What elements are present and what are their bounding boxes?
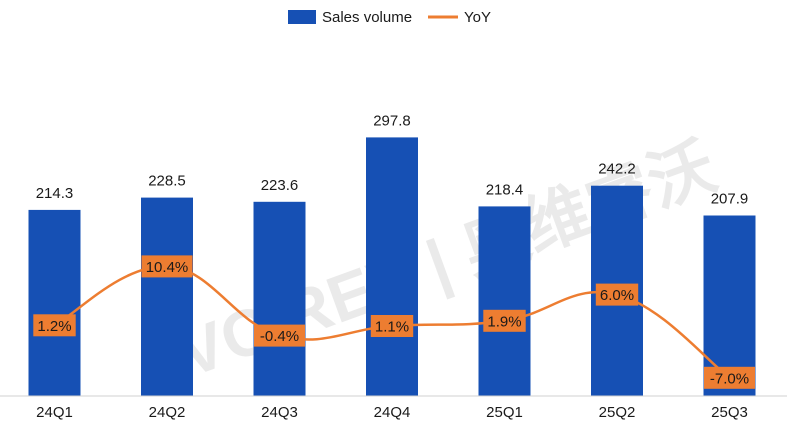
bar-value-label-24q1: 214.3 bbox=[36, 185, 74, 202]
bar-25q1 bbox=[478, 206, 531, 396]
yoy-label-box-25q3 bbox=[704, 366, 755, 389]
yoy-label-25q1: 1.9% bbox=[487, 313, 521, 330]
bar-24q3 bbox=[253, 201, 306, 396]
yoy-label-24q2: 10.4% bbox=[146, 259, 189, 276]
x-ticks-layer: 24Q1 24Q2 24Q3 24Q4 25Q1 25Q2 25Q3 bbox=[36, 404, 748, 421]
legend-label-yoy: YoY bbox=[464, 9, 491, 26]
bar-24q2 bbox=[141, 197, 193, 396]
yoy-label-24q1: 1.2% bbox=[37, 318, 71, 335]
x-tick-label-24q1: 24Q1 bbox=[36, 404, 73, 421]
yoy-label-25q3: -7.0% bbox=[710, 370, 749, 387]
yoy-label-box-24q3 bbox=[254, 324, 305, 347]
bar-25q3 bbox=[703, 215, 756, 396]
bar-value-label-24q2: 228.5 bbox=[148, 173, 186, 190]
bar-value-label-25q1: 218.4 bbox=[486, 181, 524, 198]
x-tick-label-24q3: 24Q3 bbox=[261, 404, 298, 421]
labels-layer: 214.3 228.5 223.6 297.8 218.4 242.2 207.9 1.2% 1… bbox=[33, 112, 755, 389]
legend-swatch-sales-volume bbox=[288, 10, 316, 24]
x-tick-label-25q1: 25Q1 bbox=[486, 404, 523, 421]
bar-value-label-25q3: 207.9 bbox=[711, 191, 749, 208]
bars-layer bbox=[28, 137, 756, 396]
x-tick-label-25q2: 25Q2 bbox=[599, 404, 636, 421]
bar-24q1 bbox=[28, 209, 81, 396]
bar-value-label-25q2: 242.2 bbox=[598, 161, 636, 178]
yoy-label-box-25q1 bbox=[483, 309, 526, 332]
bar-value-label-24q4: 297.8 bbox=[373, 112, 411, 129]
yoy-label-24q4: 1.1% bbox=[375, 319, 409, 336]
legend: Sales volume YoY bbox=[288, 9, 491, 26]
yoy-label-box-24q4 bbox=[370, 315, 414, 337]
yoy-label-box-24q1 bbox=[33, 314, 76, 337]
x-tick-label-24q2: 24Q2 bbox=[149, 404, 186, 421]
bar-value-label-24q3: 223.6 bbox=[261, 177, 299, 194]
legend-label-sales-volume: Sales volume bbox=[322, 9, 412, 26]
yoy-label-box-25q2 bbox=[595, 283, 639, 306]
bar-24q4 bbox=[366, 137, 418, 396]
x-tick-label-25q3: 25Q3 bbox=[711, 404, 748, 421]
yoy-label-24q3: -0.4% bbox=[260, 328, 299, 345]
yoy-label-box-24q2 bbox=[141, 255, 193, 278]
x-tick-label-24q4: 24Q4 bbox=[374, 404, 411, 421]
yoy-label-25q2: 6.0% bbox=[600, 287, 634, 304]
